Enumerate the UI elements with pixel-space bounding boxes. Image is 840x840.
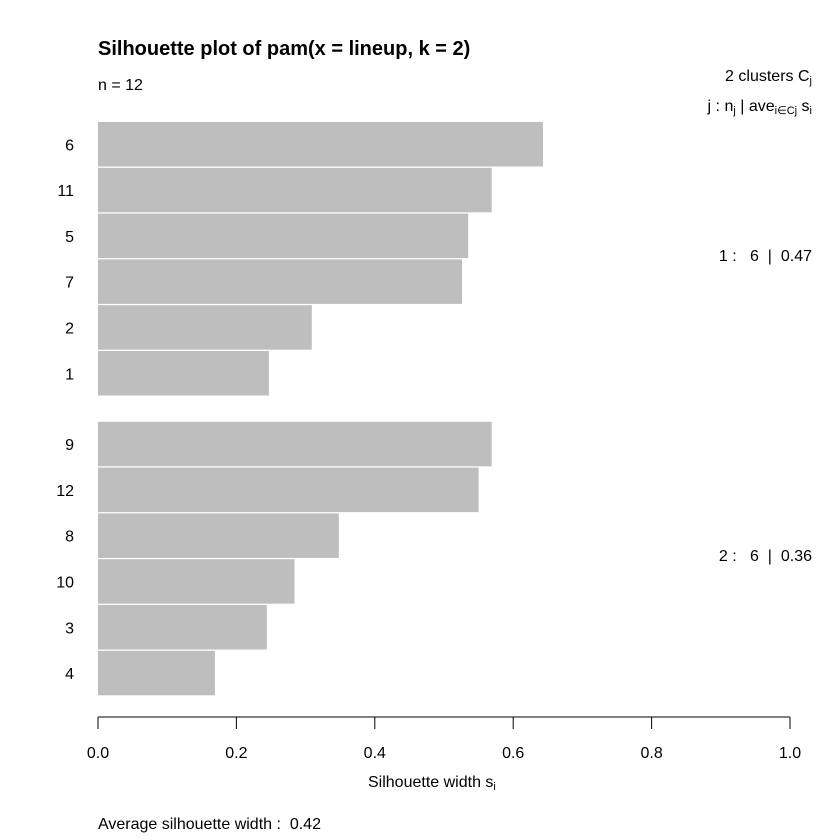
average-silhouette-text: Average silhouette width : 0.42 <box>98 816 321 833</box>
silhouette-bar-obs-9 <box>98 421 492 467</box>
legend-key-s-sub: i <box>809 105 812 117</box>
silhouette-bar-obs-5 <box>98 213 469 259</box>
legend-key-ave-sub: i∈Cj <box>774 105 798 117</box>
silhouette-bar-obs-6 <box>98 122 543 167</box>
x-tick-label-0.6: 0.6 <box>502 745 524 762</box>
legend-clusters-word: clusters <box>738 68 794 85</box>
bar-label-7: 7 <box>65 275 74 292</box>
x-tick-label-0.0: 0.0 <box>87 745 109 762</box>
bar-label-11: 11 <box>57 183 74 200</box>
legend-clusters-count: 2 <box>725 68 734 85</box>
legend-key-ave: ave <box>748 98 775 115</box>
bar-label-10: 10 <box>56 575 74 592</box>
x-axis-label-sub: i <box>493 781 496 793</box>
x-tick-label-0.4: 0.4 <box>364 745 386 762</box>
bar-label-5: 5 <box>65 229 74 246</box>
silhouette-bar-obs-2 <box>98 305 312 350</box>
legend-key-s: s <box>801 98 810 115</box>
silhouette-bar-obs-3 <box>98 605 267 650</box>
legend-cluster-symbol: C <box>797 68 810 85</box>
bar-label-8: 8 <box>65 529 74 546</box>
silhouette-bar-obs-8 <box>98 513 339 558</box>
silhouette-bar-obs-12 <box>98 467 479 513</box>
x-tick-label-0.2: 0.2 <box>225 745 247 762</box>
x-axis-label: Silhouette width si <box>368 774 496 793</box>
bar-label-1: 1 <box>65 366 74 383</box>
x-tick-label-0.8: 0.8 <box>640 745 662 762</box>
bar-label-6: 6 <box>65 137 74 154</box>
bar-label-3: 3 <box>65 620 74 637</box>
cluster-2-summary: 2 : 6 | 0.36 <box>718 548 812 565</box>
silhouette-bar-obs-10 <box>98 559 295 604</box>
legend-key-header: j : nj | avei∈Cj si <box>708 98 812 117</box>
legend-key-n: n <box>724 98 734 115</box>
bar-label-4: 4 <box>65 666 74 683</box>
cluster-1-summary: 1 : 6 | 0.47 <box>718 248 812 265</box>
legend-key-n-sub: j <box>733 105 736 117</box>
bar-label-9: 9 <box>65 437 74 454</box>
sample-size-text: n = 12 <box>98 77 143 94</box>
legend-key-sep: | <box>740 98 745 115</box>
legend-clusters-header: 2 clusters Cj <box>725 68 812 87</box>
x-tick-label-1.0: 1.0 <box>779 745 801 762</box>
legend-key-j: j : <box>707 98 720 115</box>
bar-label-2: 2 <box>65 321 74 338</box>
silhouette-bar-obs-7 <box>98 259 462 304</box>
chart-title: Silhouette plot of pam(x = lineup, k = 2… <box>98 38 471 60</box>
silhouette-bar-obs-4 <box>98 650 215 696</box>
silhouette-bar-obs-11 <box>98 167 492 213</box>
bar-label-12: 12 <box>56 483 74 500</box>
legend-cluster-symbol-sub: j <box>809 75 812 87</box>
silhouette-bar-obs-1 <box>98 351 269 396</box>
x-axis-label-main: Silhouette width s <box>368 774 494 791</box>
